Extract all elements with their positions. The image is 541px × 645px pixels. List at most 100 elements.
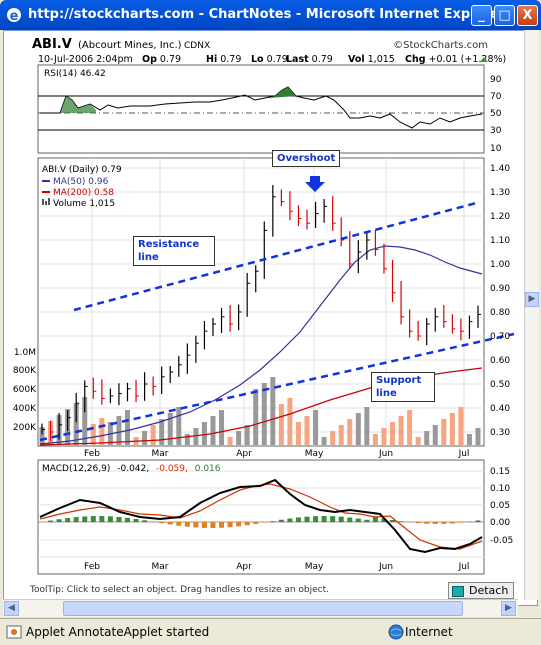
macd-hist-bar <box>390 520 395 522</box>
volume-bar <box>339 425 344 445</box>
macd-hist-bar <box>57 519 62 522</box>
volume-bar <box>476 428 481 445</box>
month-label: Apr <box>236 562 252 572</box>
macd-hist-bar <box>202 522 207 528</box>
price-tick: 1.40 <box>490 164 510 174</box>
macd-hist-bar <box>441 522 446 524</box>
macd-hist-bar <box>253 522 258 524</box>
macd-tick: 0.00 <box>490 518 510 528</box>
rsi-tick: 90 <box>490 75 502 85</box>
tooltip-hint: ToolTip: Click to select an object. Drag… <box>30 585 329 595</box>
macd-hist-bar <box>168 522 173 525</box>
volume-bar <box>322 437 327 445</box>
macd-hist-bar <box>185 522 190 527</box>
volume-bar <box>356 413 361 445</box>
scroll-right-arrow-icon[interactable]: ▶ <box>525 292 539 307</box>
macd-hist-bar <box>134 519 139 522</box>
volume-bar <box>245 425 250 445</box>
month-label: Mar <box>152 449 169 459</box>
scroll-thumb[interactable] <box>63 601 463 616</box>
macd-label-line: MACD(12,26,9) -0.042, -0.059, 0.016 <box>42 464 221 474</box>
macd-hist-bar <box>159 522 164 523</box>
volume-bar <box>407 410 412 445</box>
price-tick: 0.40 <box>490 404 510 414</box>
month-label: May <box>305 449 324 459</box>
applet-icon <box>6 624 22 640</box>
macd-hist-bar <box>125 518 130 522</box>
overshoot-note[interactable]: Overshoot <box>272 150 340 167</box>
month-label: Feb <box>84 562 100 572</box>
volume-bar <box>253 389 258 445</box>
macd-hist-bar <box>142 520 147 522</box>
macd-hist-bar <box>433 522 438 524</box>
detach-button[interactable]: Detach <box>448 582 514 599</box>
month-label: Apr <box>236 449 252 459</box>
month-label: Jul <box>458 449 470 459</box>
chart-symbol: ABI.V <box>32 37 72 52</box>
macd-hist-bar <box>330 516 335 522</box>
volume-bar <box>381 428 386 445</box>
horizontal-scrollbar[interactable]: ◀ ▶ <box>3 599 518 617</box>
price-tick: 1.20 <box>490 212 510 222</box>
macd-tick: -0.05 <box>490 536 513 546</box>
scroll-left-icon[interactable]: ◀ <box>4 601 19 616</box>
macd-hist-bar <box>279 520 284 522</box>
volume-bar <box>347 419 352 445</box>
vertical-scrollbar[interactable]: ▶ <box>524 30 539 600</box>
volume-ticks: 1.0M 800K 600K 400K 200K <box>13 348 37 433</box>
macd-hist-bar <box>74 517 79 522</box>
rsi-label: RSI(14) 46.42 <box>44 69 106 79</box>
volume-bar <box>279 404 284 445</box>
legend-ma200: MA(200) 0.58 <box>53 188 114 198</box>
macd-hist-bar <box>262 522 267 523</box>
volume-bar <box>185 434 190 445</box>
resistance-note[interactable]: Resistance line <box>133 236 215 266</box>
month-label: Feb <box>84 449 100 459</box>
volume-bar <box>433 425 438 445</box>
volume-bar <box>450 413 455 445</box>
internet-zone-icon <box>388 624 404 640</box>
support-note[interactable]: Support line <box>371 372 435 402</box>
macd-tick: 0.15 <box>490 467 510 477</box>
macd-hist-bar <box>176 522 181 526</box>
macd-ticks: 0.15 0.10 0.05 0.00 -0.05 <box>490 467 513 546</box>
volume-tick: 1.0M <box>14 348 36 358</box>
rsi-ticks: 90 70 50 30 10 <box>490 75 502 154</box>
macd-hist-bar <box>219 522 224 528</box>
volume-bar <box>399 416 404 445</box>
macd-hist-bar <box>65 518 70 522</box>
volume-bar <box>159 419 164 445</box>
month-label: Jul <box>458 562 470 572</box>
scroll-right-icon[interactable]: ▶ <box>501 601 516 616</box>
chart-brand: ©StockCharts.com <box>393 40 488 51</box>
volume-tick: 800K <box>13 366 37 376</box>
volume-bar <box>210 416 215 445</box>
macd-hist-bar <box>322 516 327 522</box>
volume-bar <box>467 434 472 445</box>
macd-hist-bar <box>450 522 455 523</box>
volume-bar <box>305 416 310 445</box>
volume-bar <box>424 431 429 445</box>
volume-bar <box>262 383 267 445</box>
price-month-labels: Feb Mar Apr May Jun Jul <box>84 449 469 459</box>
volume-bar <box>390 422 395 445</box>
price-tick: 1.00 <box>490 260 510 270</box>
volume-tick: 400K <box>13 404 37 414</box>
macd-tick: 0.10 <box>490 484 510 494</box>
rsi-tick: 30 <box>490 126 502 136</box>
price-tick: 0.60 <box>490 356 510 366</box>
status-text: Applet AnnotateApplet started <box>26 625 209 639</box>
rsi-tick: 70 <box>490 92 502 102</box>
macd-hist-bar <box>108 516 113 522</box>
macd-hist-bar <box>287 519 292 522</box>
macd-hist-bar <box>347 517 352 522</box>
volume-bar <box>142 431 147 445</box>
macd-hist-bar <box>339 517 344 522</box>
volume-bar <box>364 407 369 445</box>
macd-hist-bar <box>416 522 421 523</box>
volume-bar <box>125 410 130 445</box>
macd-hist-bar <box>116 517 121 522</box>
price-tick: 0.70 <box>490 332 510 342</box>
